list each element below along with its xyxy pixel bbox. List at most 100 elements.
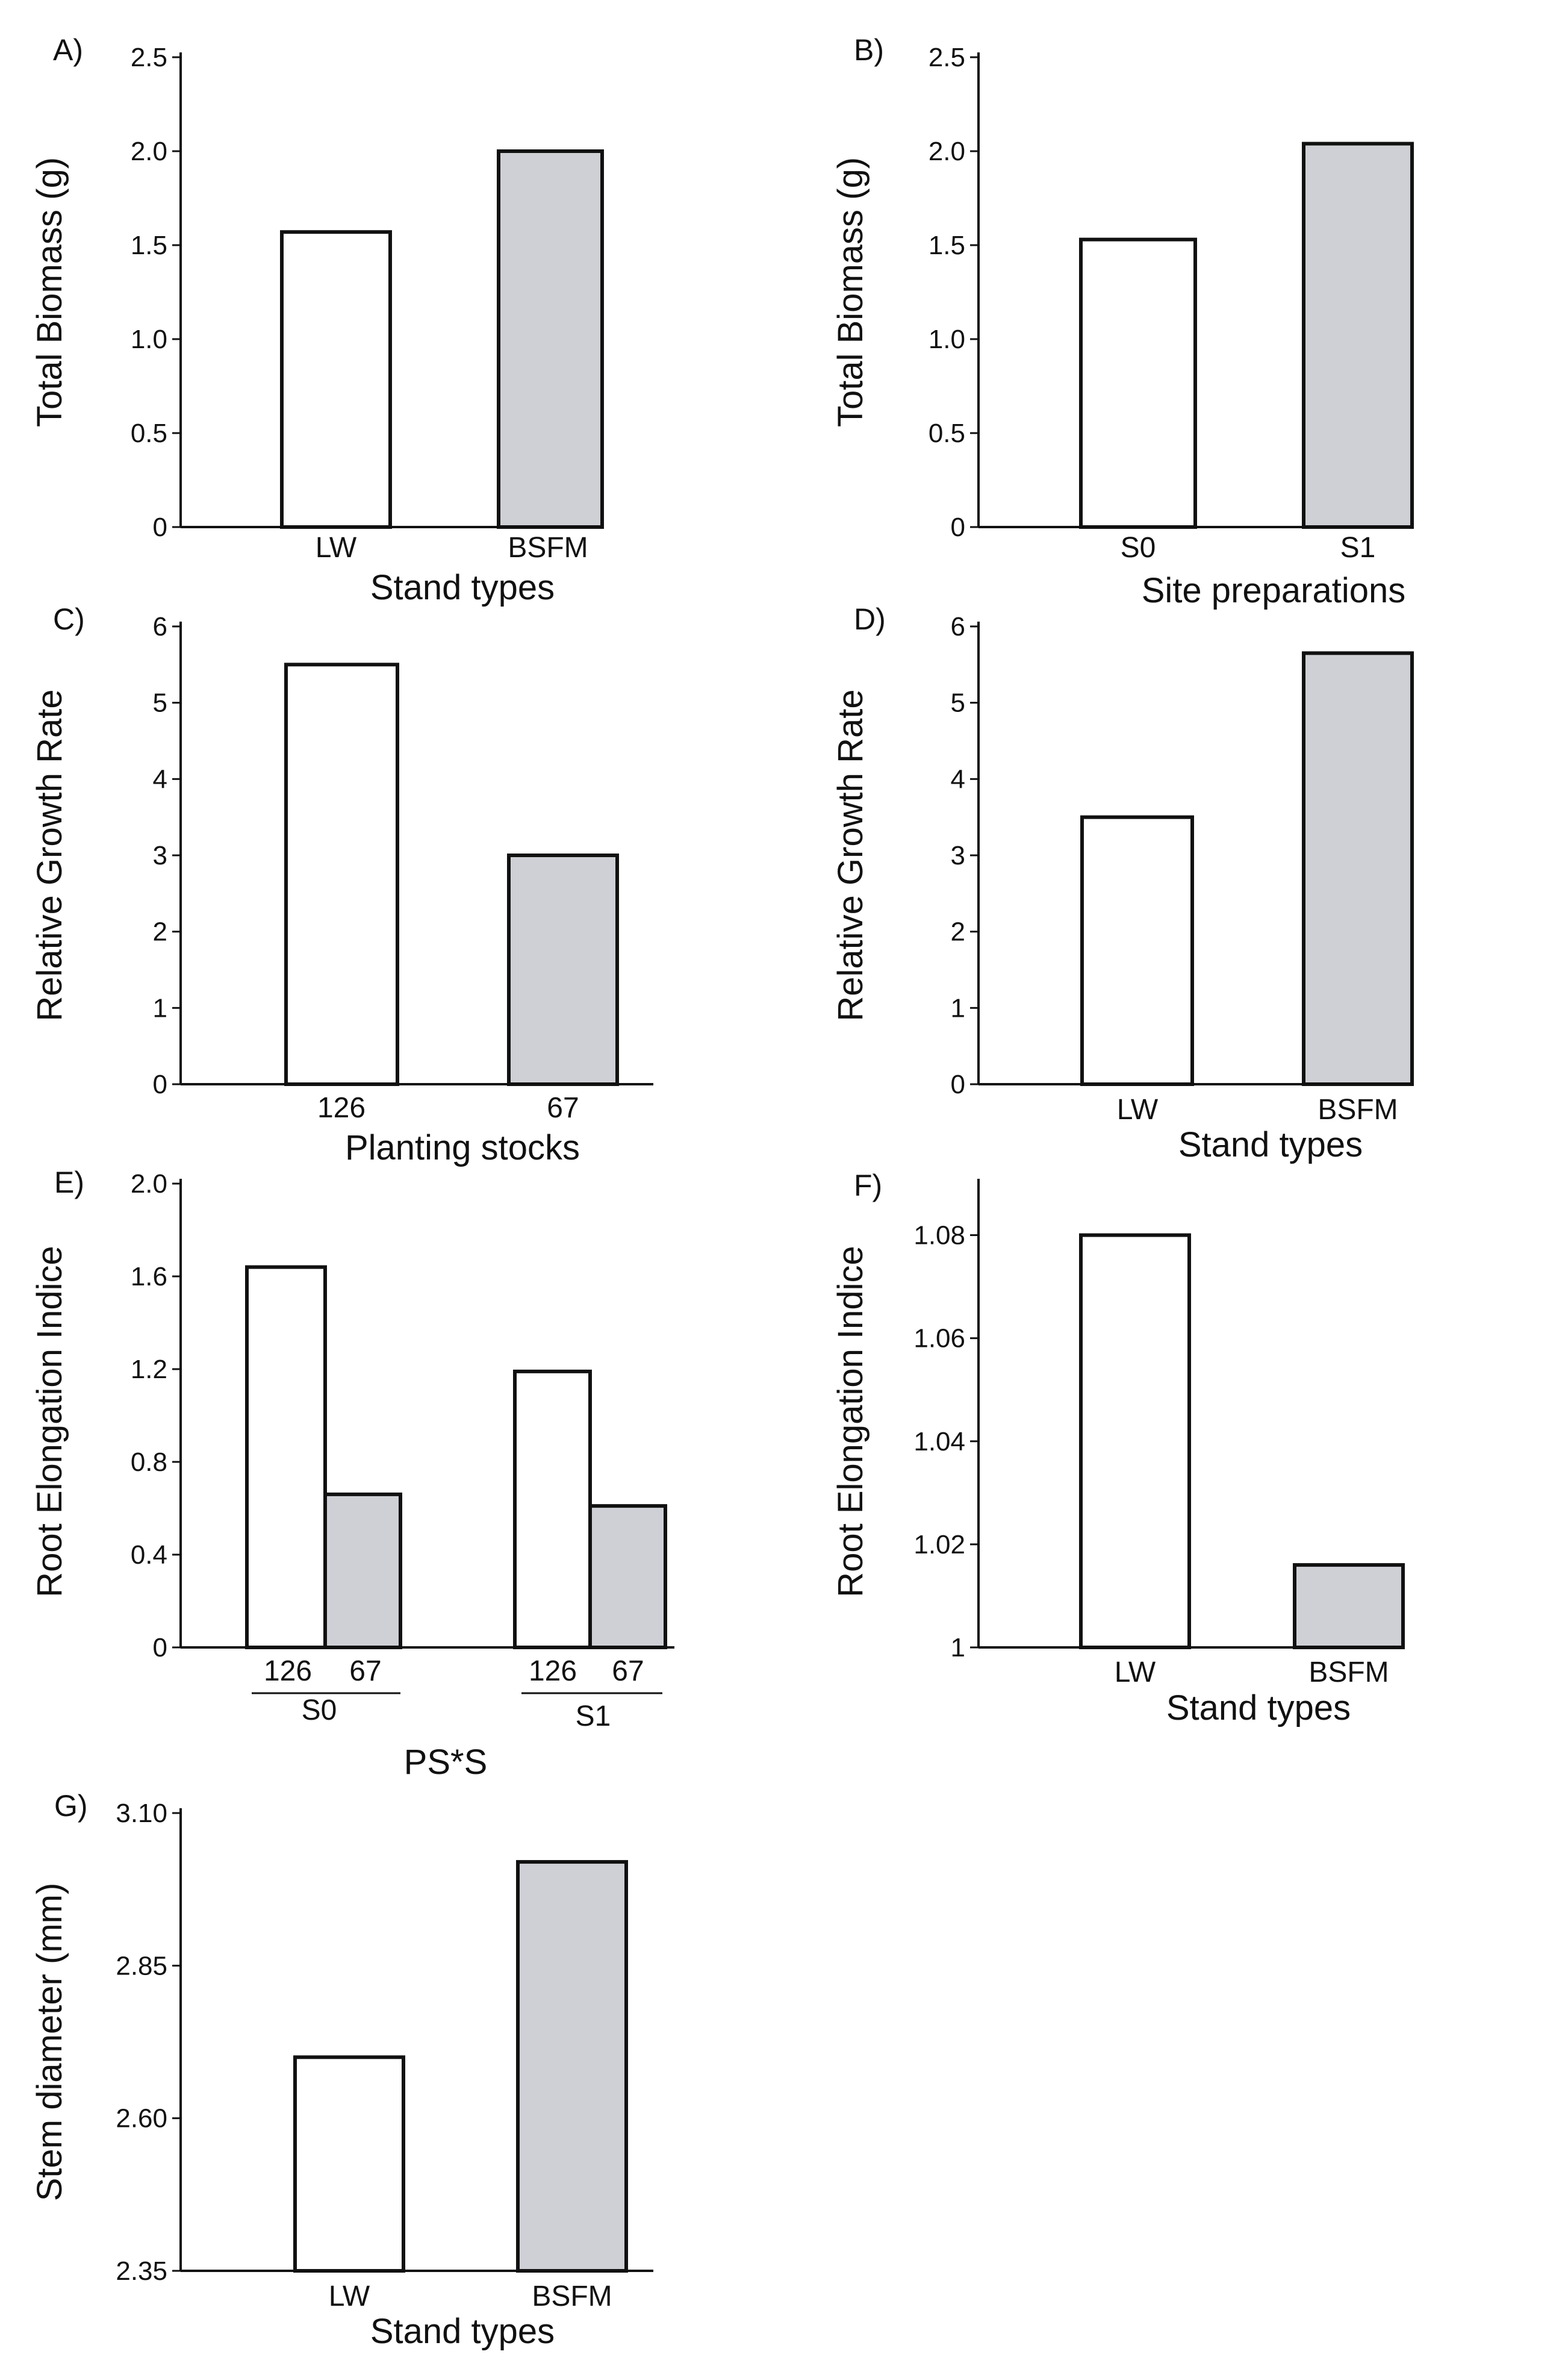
x-axis-title: Stand types bbox=[370, 2312, 555, 2351]
bar-s0-67 bbox=[323, 1492, 402, 1649]
x-category-label: 126 bbox=[529, 1655, 577, 1687]
y-tick-label: 0 bbox=[951, 513, 965, 542]
panel-c: 0 1 2 3 4 5 6 126 67 Planting stocks Relative Grow… bbox=[30, 602, 653, 1167]
panel-e: 0 0.4 0.8 1.2 1.6 2.0 126 67 126 67 S0 S1 PS*S Root E… bbox=[30, 1166, 674, 1782]
x-category-label: LW bbox=[1115, 1656, 1156, 1688]
bar-bsfm bbox=[1293, 1563, 1405, 1649]
panel-a: 0 0.5 1.0 1.5 2.0 2.5 LW BSFM Stand types Total B… bbox=[30, 33, 604, 607]
y-tick-label: 0.4 bbox=[131, 1540, 167, 1570]
x-category-label: S1 bbox=[1340, 532, 1376, 564]
y-tick-label: 2.5 bbox=[131, 43, 167, 72]
y-tick-label: 1 bbox=[153, 993, 167, 1023]
bar-126 bbox=[284, 663, 399, 1087]
y-tick-label: 1.0 bbox=[131, 325, 167, 354]
panel-label: C) bbox=[53, 602, 85, 636]
x-category-label: BSFM bbox=[1308, 1656, 1389, 1688]
panel-b: 0 0.5 1.0 1.5 2.0 2.5 S0 S1 Site preparations Tot… bbox=[831, 33, 1414, 610]
y-tick-label: 2 bbox=[153, 917, 167, 947]
y-tick-label: 0 bbox=[153, 513, 167, 542]
panel-label: E) bbox=[54, 1166, 84, 1199]
y-tick-label: 6 bbox=[951, 612, 965, 641]
x-category-label: LW bbox=[329, 2280, 370, 2312]
y-tick-label: 6 bbox=[153, 612, 167, 641]
panel-label: F) bbox=[854, 1169, 882, 1202]
y-tick-label: 1.5 bbox=[131, 231, 167, 260]
y-tick-label: 2.0 bbox=[131, 1169, 167, 1199]
y-axis-title: Root Elongation Indice bbox=[30, 1246, 69, 1597]
bar-67 bbox=[507, 854, 619, 1086]
y-tick-label: 2.60 bbox=[116, 2104, 167, 2133]
x-category-label: LW bbox=[316, 532, 357, 564]
y-tick-label: 2 bbox=[951, 917, 965, 947]
y-tick-label: 1.02 bbox=[913, 1530, 965, 1559]
y-tick-label: 1 bbox=[951, 993, 965, 1023]
x-category-label: 67 bbox=[349, 1655, 381, 1687]
x-axis-title: Stand types bbox=[370, 568, 555, 607]
x-axis-title: Site preparations bbox=[1142, 571, 1405, 610]
bar-s0 bbox=[1079, 237, 1197, 529]
y-tick-label: 1.04 bbox=[913, 1427, 965, 1456]
y-tick-label: 1.6 bbox=[131, 1262, 167, 1291]
y-axis-title: Root Elongation Indice bbox=[831, 1246, 870, 1597]
panel-label: A) bbox=[53, 33, 83, 67]
x-category-label: BSFM bbox=[508, 532, 588, 564]
x-category-label: BSFM bbox=[532, 2280, 612, 2312]
bar-s1 bbox=[1302, 142, 1414, 529]
bar-bsfm bbox=[1302, 651, 1414, 1087]
y-tick-label: 1 bbox=[951, 1633, 965, 1662]
y-tick-label: 0.5 bbox=[131, 419, 167, 448]
y-tick-label: 5 bbox=[153, 688, 167, 718]
bar-s1-126 bbox=[513, 1369, 592, 1650]
y-tick-label: 1.08 bbox=[913, 1221, 965, 1250]
x-category-label: 67 bbox=[612, 1655, 644, 1687]
y-tick-label: 0.5 bbox=[929, 419, 965, 448]
y-tick-label: 5 bbox=[951, 688, 965, 718]
y-tick-label: 1.0 bbox=[929, 325, 965, 354]
panel-label: D) bbox=[854, 602, 886, 636]
panel-label: G) bbox=[54, 1789, 88, 1823]
bar-s0-126 bbox=[245, 1265, 327, 1650]
bar-lw bbox=[1079, 1233, 1191, 1650]
panel-label: B) bbox=[854, 33, 884, 67]
x-group-label: S1 bbox=[576, 1700, 611, 1732]
bar-s1-67 bbox=[588, 1504, 667, 1649]
y-tick-label: 2.5 bbox=[929, 43, 965, 72]
bar-lw bbox=[293, 2055, 405, 2273]
bar-bsfm bbox=[497, 149, 604, 529]
y-axis-title: Total Biomass (g) bbox=[831, 157, 870, 427]
y-tick-label: 2.0 bbox=[131, 137, 167, 166]
y-tick-label: 0.8 bbox=[131, 1447, 167, 1477]
y-axis-title: Relative Growth Rate bbox=[831, 689, 870, 1021]
x-category-label: LW bbox=[1117, 1094, 1159, 1126]
bar-lw bbox=[1080, 815, 1194, 1086]
y-tick-label: 0 bbox=[153, 1070, 167, 1099]
y-tick-label: 4 bbox=[153, 764, 167, 794]
bar-bsfm bbox=[516, 1860, 628, 2273]
x-axis-title: Stand types bbox=[1178, 1125, 1363, 1164]
y-tick-label: 0 bbox=[951, 1070, 965, 1099]
x-axis-title: PS*S bbox=[404, 1743, 488, 1782]
x-category-label: 67 bbox=[547, 1092, 579, 1124]
y-tick-label: 1.2 bbox=[131, 1355, 167, 1384]
x-category-label: BSFM bbox=[1318, 1094, 1398, 1126]
y-axis-title: Total Biomass (g) bbox=[30, 157, 69, 427]
y-axis-title: Relative Growth Rate bbox=[30, 689, 69, 1021]
x-category-label: S0 bbox=[1121, 532, 1156, 564]
y-tick-label: 2.0 bbox=[929, 137, 965, 166]
x-category-label: 126 bbox=[317, 1092, 366, 1124]
y-tick-label: 3 bbox=[153, 841, 167, 870]
x-axis-title: Stand types bbox=[1166, 1688, 1351, 1728]
y-tick-label: 1.5 bbox=[929, 231, 965, 260]
y-axis-title: Stem diameter (mm) bbox=[30, 1883, 69, 2202]
y-tick-label: 2.35 bbox=[116, 2256, 167, 2286]
x-category-label: 126 bbox=[264, 1655, 312, 1687]
y-tick-label: 1.06 bbox=[913, 1324, 965, 1353]
x-axis-title: Planting stocks bbox=[345, 1128, 580, 1167]
y-tick-label: 4 bbox=[951, 764, 965, 794]
y-tick-label: 2.85 bbox=[116, 1951, 167, 1981]
bar-lw bbox=[280, 230, 392, 529]
